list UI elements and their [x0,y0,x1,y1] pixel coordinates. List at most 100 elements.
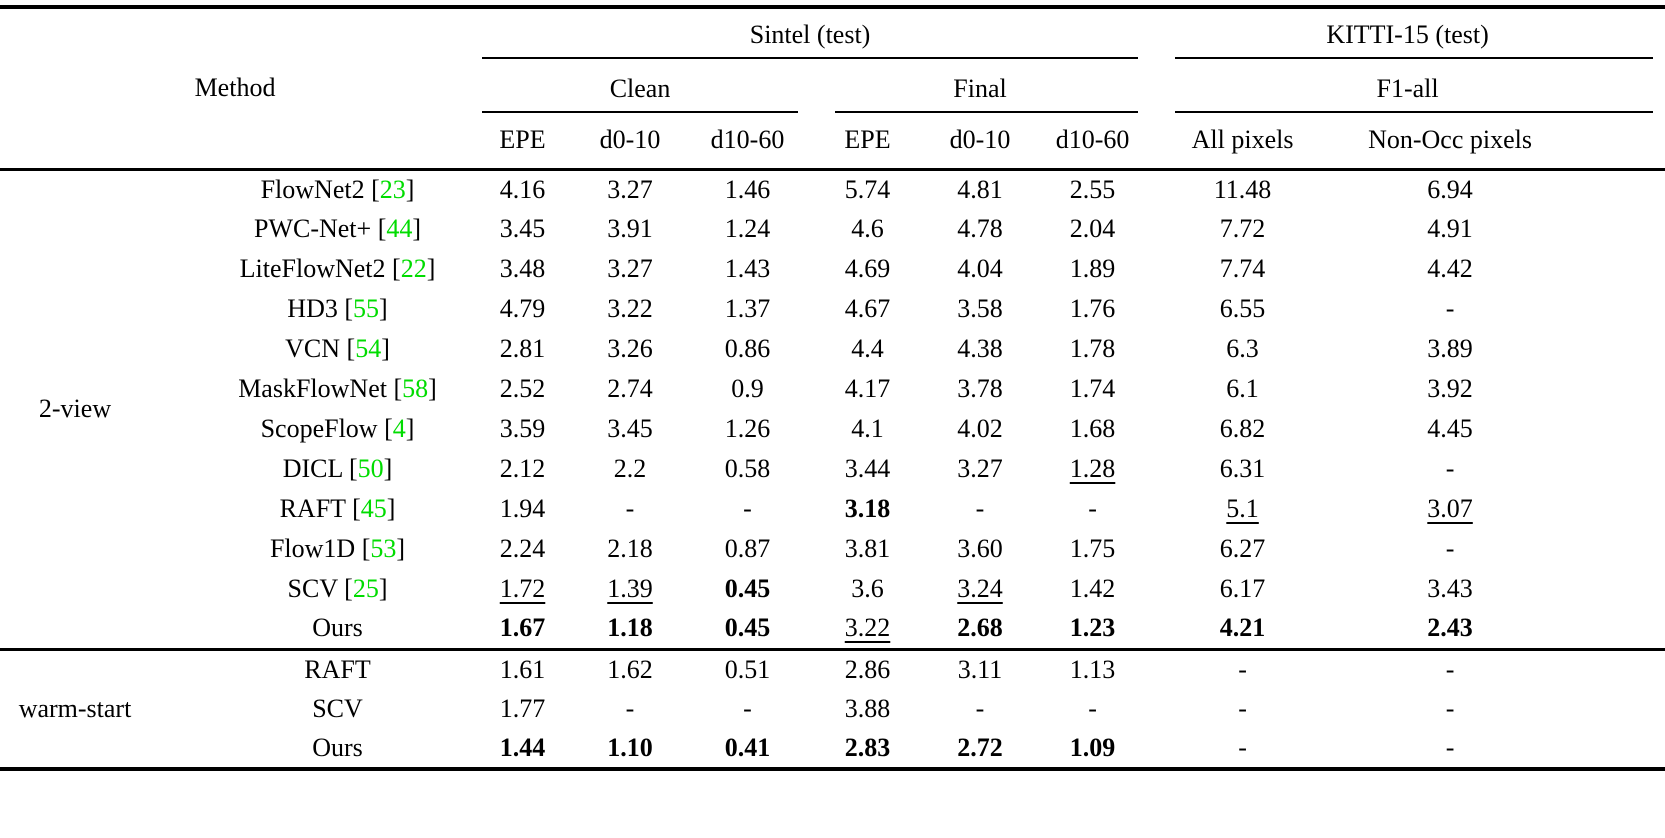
value-text: 6.55 [1219,294,1266,323]
value-cell: 1.43 [685,249,810,289]
method-name: LiteFlowNet2 [239,254,386,283]
value-cell: 1.89 [1035,249,1150,289]
value-text: 3.78 [957,374,1003,403]
value-cell: 2.72 [925,729,1036,771]
value-text: 0.41 [724,733,771,762]
value-cell: 7.74 [1150,249,1335,289]
value-text: 2.81 [499,334,546,363]
value-cell: - [1150,649,1335,689]
value-text: 1.94 [499,494,546,523]
method-name: FlowNet2 [260,174,365,204]
citation-link[interactable]: 44 [386,214,413,243]
value-cell: 0.9 [685,369,810,409]
value-cell: 1.10 [575,729,686,771]
method-name: Ours [312,613,363,643]
value-text: 1.46 [724,174,771,204]
value-text: 2.2 [613,454,647,483]
value-cell: 4.79 [470,289,575,329]
value-text: 3.45 [499,214,546,243]
citation-link[interactable]: 45 [360,494,387,523]
table-row: warm-start RAFT 1.61 1.62 0.51 2.86 3.11 1.13 - - [0,649,1665,771]
table-body: 2-view FlowNet2 [23] 4.16 3.27 1.46 5.74 4.81 2… [0,169,1665,771]
value-text: 1.43 [724,254,771,283]
value-cell: 3.45 [470,209,575,249]
value-cell: - [685,689,810,729]
value-cell: 3.6 [810,569,925,609]
value-text: 4.04 [957,254,1003,283]
value-text: 11.48 [1213,174,1272,204]
value-cell: 6.27 [1150,529,1335,569]
value-cell: 3.22 [810,609,926,651]
col-header-clean-epe: EPE [470,113,576,171]
value-text: 2.04 [1069,214,1116,243]
citation-link[interactable]: 58 [402,374,429,403]
value-cell: 6.17 [1150,569,1335,609]
value-cell: 1.37 [685,289,810,329]
citation-link[interactable]: 25 [352,574,379,603]
header-row-metrics: EPE d0-10 d10-60 EPE d0-10 d10-60 All pi… [0,113,1665,171]
value-text: - [975,694,985,723]
value-text: 1.28 [1069,454,1116,483]
value-text: - [743,494,752,523]
value-cell: 1.78 [1035,329,1150,369]
header-group-kitti: KITTI-15 (test) [1150,7,1665,59]
value-text: 4.21 [1219,613,1266,643]
value-cell: 6.31 [1150,449,1335,489]
value-cell: 6.82 [1150,409,1335,449]
value-cell: 1.62 [575,649,685,689]
value-cell: 4.78 [925,209,1035,249]
method-name: DICL [282,454,343,483]
method-name: Flow1D [269,534,356,563]
value-cell: 5.74 [810,169,925,209]
value-cell: 4.4 [810,329,925,369]
method-cell: HD3 [55] [287,294,388,323]
value-cell: 1.61 [470,649,575,689]
citation-link[interactable]: 50 [357,454,384,483]
value-cell: 7.72 [1150,209,1335,249]
value-cell: 2.04 [1035,209,1150,249]
citation-link[interactable]: 54 [355,334,382,363]
citation-link[interactable]: 53 [370,534,397,563]
value-text: 4.4 [851,334,884,363]
value-cell: 4.38 [925,329,1035,369]
value-text: 1.75 [1069,534,1116,563]
method-name: HD3 [287,294,338,323]
value-text: 4.38 [957,334,1003,363]
value-cell: 6.1 [1150,369,1335,409]
value-text: 3.60 [957,534,1003,563]
value-cell: - [1335,529,1665,569]
method-cell: PWC-Net+ [44] [253,214,422,243]
value-cell: 2.74 [575,369,685,409]
value-cell: 0.45 [685,569,810,609]
citation-link[interactable]: 23 [379,174,406,204]
value-cell: 3.91 [575,209,685,249]
table-row: HD3 [55] 4.79 3.22 1.37 4.67 3.58 1.76 6.55 - [0,289,1665,329]
value-cell: 0.41 [685,729,811,771]
value-text: 1.10 [607,733,653,762]
value-cell: - [1335,289,1665,329]
value-cell: 4.69 [810,249,925,289]
value-cell: 3.78 [925,369,1035,409]
citation-link[interactable]: 55 [353,294,380,323]
value-text: 1.78 [1069,334,1116,363]
citation-link[interactable]: 22 [400,254,427,283]
value-cell: 1.44 [470,729,576,771]
value-text: 1.42 [1069,574,1116,603]
value-cell: 3.43 [1335,569,1665,609]
value-text: 3.89 [1427,334,1473,363]
value-cell: 1.42 [1035,569,1150,609]
value-text: 4.02 [957,414,1003,443]
value-cell: 1.28 [1035,449,1150,489]
value-cell: 3.27 [925,449,1035,489]
value-text: - [743,694,752,723]
value-cell: 3.18 [810,489,925,529]
value-text: 3.07 [1427,494,1473,523]
value-cell: 3.45 [575,409,685,449]
value-text: 2.43 [1427,613,1473,643]
method-header-label: Method [194,73,276,103]
value-cell: 2.12 [470,449,575,489]
table-row: ScopeFlow [4] 3.59 3.45 1.26 4.1 4.02 1.68 6.82… [0,409,1665,449]
value-cell: - [1035,489,1150,529]
header-row-datasets: Method Sintel (test) KITTI-15 (test) [0,7,1665,171]
citation-link[interactable]: 4 [392,414,406,443]
